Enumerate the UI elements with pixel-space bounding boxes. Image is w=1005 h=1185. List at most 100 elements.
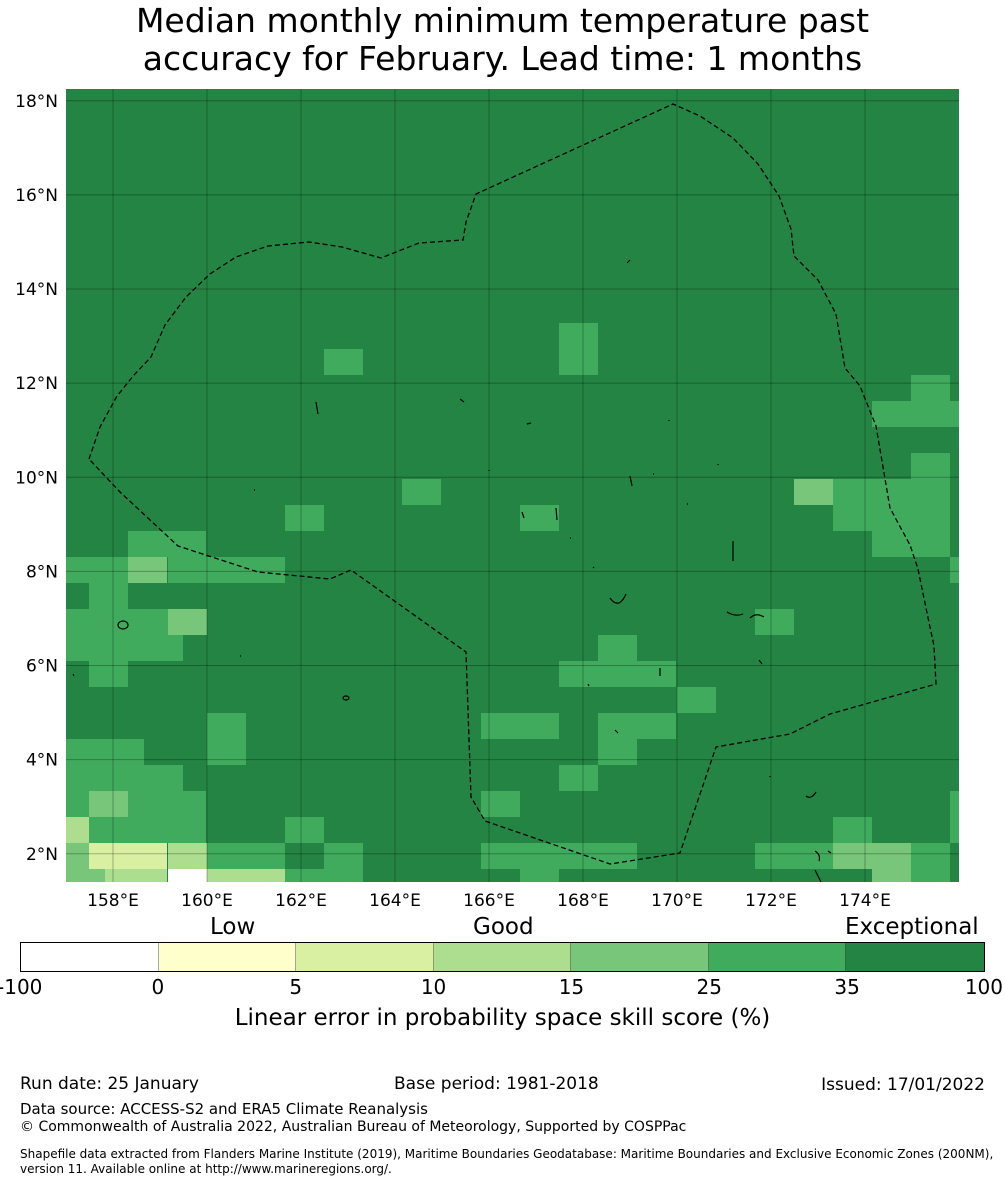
copyright: © Commonwealth of Australia 2022, Austra… <box>20 1119 687 1135</box>
skill-cell <box>89 791 128 817</box>
skill-cell <box>207 713 246 765</box>
shapefile-credit: Shapefile data extracted from Flanders M… <box>20 1147 1005 1177</box>
skill-cell <box>559 661 676 687</box>
skill-cell <box>285 817 324 843</box>
skill-cell <box>794 843 833 869</box>
skill-cell <box>598 739 637 765</box>
skill-cell <box>833 479 950 531</box>
colorbar-segment <box>296 943 434 971</box>
skill-cell <box>833 817 872 843</box>
colorbar-segment <box>846 943 984 971</box>
skill-cell <box>872 531 950 557</box>
skill-cell <box>911 375 950 401</box>
map-gridlines <box>66 89 959 882</box>
colorbar-label: Linear error in probability space skill … <box>234 1005 771 1031</box>
lat-label: 4°N <box>26 751 58 771</box>
skill-cell <box>89 843 167 869</box>
skill-cell <box>168 609 207 635</box>
lon-label: 174°E <box>839 891 891 910</box>
skill-cell <box>911 453 950 479</box>
lat-label: 14°N <box>15 280 58 300</box>
skill-cell <box>911 843 950 869</box>
lat-label: 2°N <box>26 845 58 865</box>
skill-cell <box>285 505 324 531</box>
category-low: Low <box>210 914 256 940</box>
skill-cell <box>950 791 959 843</box>
colorbar-segment <box>708 943 847 971</box>
lon-label: 158°E <box>87 891 139 910</box>
lat-label: 6°N <box>26 657 58 677</box>
skill-cell <box>168 869 207 882</box>
colorbar-tick: 25 <box>696 975 723 999</box>
skill-cell <box>89 869 167 882</box>
lon-label: 166°E <box>463 891 515 910</box>
skill-cell <box>833 843 911 869</box>
skill-cell <box>324 843 363 869</box>
lat-label: 8°N <box>26 562 58 582</box>
skill-cell <box>66 765 183 791</box>
skill-cell <box>755 843 794 869</box>
skill-cell <box>598 635 637 661</box>
skill-cell <box>89 661 128 687</box>
colorbar-tick: 100 <box>964 975 1003 999</box>
lon-label: 168°E <box>557 891 609 910</box>
skill-cell <box>755 609 794 635</box>
skill-cell <box>66 739 144 765</box>
shapefile-credit-line-1: Shapefile data extracted from Flanders M… <box>20 1147 994 1161</box>
run-date: Run date: 25 January <box>20 1074 199 1094</box>
category-exceptional: Exceptional <box>845 914 979 940</box>
shapefile-credit-line-2: version 11. Available online at http://w… <box>20 1162 392 1176</box>
chart-title: Median monthly minimum temperature past … <box>0 2 1005 78</box>
skill-cell <box>872 869 911 882</box>
skill-cell <box>66 609 183 661</box>
lon-label: 164°E <box>369 891 421 910</box>
skill-cell <box>207 869 285 882</box>
colorbar-segment <box>433 943 572 971</box>
issued-date: Issued: 17/01/2022 <box>821 1075 985 1095</box>
colorbar-segment <box>158 943 297 971</box>
colorbar-tick: 5 <box>289 975 303 999</box>
colorbar-tick: 10 <box>420 975 447 999</box>
skill-cell <box>128 557 167 583</box>
skill-cell <box>324 349 363 375</box>
lon-label: 170°E <box>651 891 703 910</box>
skill-cell <box>559 765 598 791</box>
map-svg: 18°N 16°N 14°N 12°N 10°N 8°N 6°N 4°N 2°N 158°E 16… <box>15 89 959 910</box>
skill-cell <box>89 583 128 609</box>
skill-cell <box>481 791 520 817</box>
colorbar-tick: -100 <box>0 975 43 999</box>
skill-cell <box>950 557 959 583</box>
colorbar-tick: 15 <box>558 975 585 999</box>
skill-cell <box>66 869 105 882</box>
skill-cell <box>872 401 959 427</box>
skill-cell <box>128 791 206 817</box>
colorbar-tick: 35 <box>834 975 860 999</box>
skill-cell <box>559 323 598 375</box>
skill-cell <box>481 843 637 869</box>
skill-cell <box>598 713 676 739</box>
eez-boundary <box>88 103 937 865</box>
colorbar <box>20 942 985 972</box>
skill-cell <box>324 869 363 882</box>
skill-cell <box>794 479 833 505</box>
colorbar-segment <box>21 943 159 971</box>
lat-label: 10°N <box>15 468 58 488</box>
skill-cell <box>207 843 285 869</box>
skill-cell <box>911 869 950 882</box>
lat-label: 18°N <box>15 92 58 112</box>
lon-label: 172°E <box>745 891 797 910</box>
skill-cell <box>89 817 206 843</box>
lat-label: 12°N <box>15 374 58 394</box>
latitude-labels: 18°N 16°N 14°N 12°N 10°N 8°N 6°N 4°N 2°N <box>15 92 58 865</box>
skill-cell <box>168 843 207 869</box>
island-outlines <box>72 259 832 883</box>
skill-cell <box>402 479 441 505</box>
base-period: Base period: 1981-2018 <box>394 1074 599 1094</box>
colorbar-segment <box>571 943 709 971</box>
longitude-labels: 158°E 160°E 162°E 164°E 166°E 168°E 170°E 172°E… <box>87 891 891 910</box>
skill-cell <box>168 557 285 583</box>
skill-cell <box>677 687 716 713</box>
skill-cells <box>66 89 959 882</box>
lon-label: 162°E <box>275 891 327 910</box>
colorbar-tick: 0 <box>151 975 165 999</box>
